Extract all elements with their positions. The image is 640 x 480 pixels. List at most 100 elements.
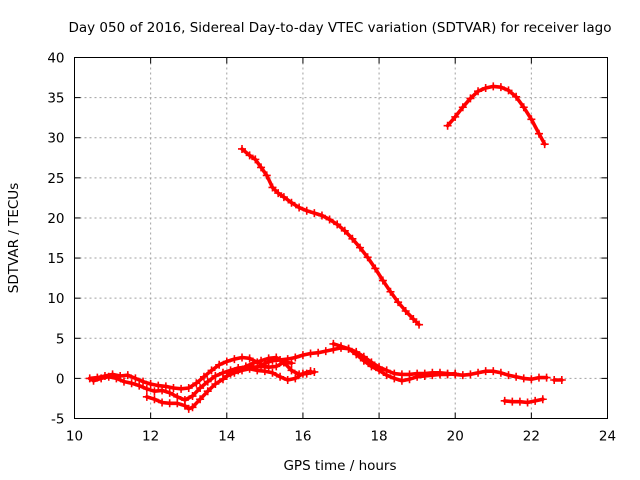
data-point bbox=[474, 368, 483, 377]
data-point bbox=[481, 367, 490, 376]
data-point bbox=[196, 395, 205, 404]
data-point bbox=[443, 121, 452, 130]
data-point bbox=[177, 384, 186, 393]
y-tick-label: 20 bbox=[47, 211, 64, 227]
data-point bbox=[257, 163, 266, 172]
series-arc-7 bbox=[260, 343, 551, 384]
data-point bbox=[405, 375, 414, 384]
series-arc-1 bbox=[238, 144, 424, 329]
data-point bbox=[287, 359, 296, 368]
data-point bbox=[363, 253, 372, 262]
data-point bbox=[238, 144, 247, 153]
data-point bbox=[420, 371, 429, 380]
data-point bbox=[519, 103, 528, 112]
data-point bbox=[504, 86, 513, 95]
data-point bbox=[260, 367, 269, 376]
data-point bbox=[443, 370, 452, 379]
series-line bbox=[145, 355, 317, 411]
data-point bbox=[238, 353, 247, 362]
data-point bbox=[496, 368, 505, 377]
data-point bbox=[283, 355, 292, 364]
data-point bbox=[310, 209, 319, 218]
data-point bbox=[127, 379, 136, 388]
data-point bbox=[268, 183, 277, 192]
data-point bbox=[527, 375, 536, 384]
data-point bbox=[306, 349, 315, 358]
chart-title: Day 050 of 2016, Sidereal Day-to-day VTE… bbox=[68, 20, 611, 36]
series-arc-2 bbox=[443, 82, 549, 149]
data-point bbox=[534, 129, 543, 138]
data-point bbox=[230, 355, 239, 364]
data-point bbox=[451, 369, 460, 378]
data-point bbox=[184, 384, 193, 393]
data-point bbox=[215, 360, 224, 369]
data-point bbox=[104, 372, 113, 381]
data-point bbox=[352, 350, 361, 359]
data-point bbox=[356, 243, 365, 252]
data-point bbox=[531, 396, 540, 405]
data-point bbox=[211, 380, 220, 389]
data-point bbox=[515, 397, 524, 406]
data-point bbox=[489, 367, 498, 376]
data-point bbox=[188, 392, 197, 401]
data-point bbox=[382, 371, 391, 380]
data-point bbox=[386, 287, 395, 296]
data-point bbox=[249, 359, 258, 368]
data-point bbox=[158, 386, 167, 395]
data-point bbox=[298, 369, 307, 378]
data-point bbox=[154, 381, 163, 390]
data-point bbox=[192, 379, 201, 388]
data-point bbox=[262, 171, 271, 180]
data-point bbox=[314, 348, 323, 357]
data-point bbox=[119, 377, 128, 386]
data-point bbox=[302, 206, 311, 215]
data-point bbox=[158, 398, 167, 407]
data-point bbox=[222, 357, 231, 366]
data-point bbox=[150, 387, 159, 396]
data-point bbox=[165, 399, 174, 408]
data-point bbox=[142, 392, 151, 401]
data-point bbox=[397, 376, 406, 385]
data-point bbox=[378, 276, 387, 285]
series-layer bbox=[85, 82, 566, 413]
data-point bbox=[142, 384, 151, 393]
plot-frame bbox=[74, 57, 608, 419]
y-tick-label: 30 bbox=[47, 131, 64, 147]
data-point bbox=[97, 374, 106, 383]
data-point bbox=[527, 115, 536, 124]
data-point bbox=[287, 198, 296, 207]
data-point bbox=[367, 362, 376, 371]
x-tick-label: 14 bbox=[218, 429, 235, 445]
y-axis-label: SDTVAR / TECUs bbox=[6, 183, 22, 293]
data-point bbox=[523, 398, 532, 407]
data-point bbox=[268, 368, 277, 377]
y-tick-label: -5 bbox=[51, 412, 64, 428]
data-point bbox=[139, 377, 148, 386]
data-point bbox=[184, 404, 193, 413]
data-point bbox=[337, 342, 345, 351]
x-tick-label: 22 bbox=[523, 429, 540, 445]
data-point bbox=[161, 382, 170, 391]
data-point bbox=[298, 351, 307, 360]
x-tick-label: 16 bbox=[294, 429, 311, 445]
data-point bbox=[542, 373, 551, 382]
data-point bbox=[466, 94, 475, 103]
y-tick-label: 15 bbox=[47, 251, 64, 267]
data-point bbox=[245, 364, 254, 373]
data-point bbox=[260, 359, 269, 368]
data-point bbox=[466, 370, 475, 379]
data-point bbox=[245, 151, 254, 160]
data-point bbox=[264, 363, 273, 372]
data-point bbox=[540, 140, 549, 149]
data-point bbox=[268, 356, 277, 365]
data-point bbox=[207, 366, 216, 375]
y-tick-label: 35 bbox=[47, 91, 64, 107]
data-point bbox=[251, 155, 260, 164]
data-point bbox=[188, 403, 197, 412]
data-point bbox=[508, 397, 517, 406]
data-point bbox=[272, 362, 281, 371]
data-point bbox=[550, 375, 559, 384]
data-point bbox=[359, 356, 368, 365]
data-point bbox=[89, 376, 98, 385]
data-point bbox=[390, 374, 399, 383]
